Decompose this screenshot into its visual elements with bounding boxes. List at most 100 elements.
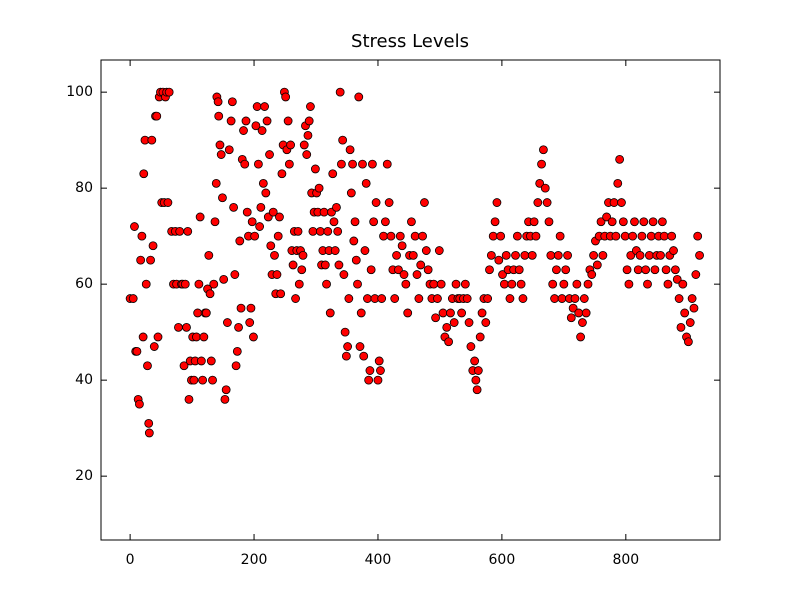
point: [676, 322, 686, 332]
point: [630, 217, 639, 227]
point: [247, 217, 257, 227]
point: [143, 361, 152, 371]
point: [323, 226, 333, 236]
point: [557, 294, 567, 303]
point: [674, 294, 684, 303]
point: [232, 346, 242, 356]
point: [182, 322, 191, 332]
point: [128, 294, 138, 303]
point: [446, 308, 455, 318]
point: [516, 279, 526, 289]
point: [384, 198, 394, 207]
y-tick-label: 40: [75, 372, 93, 388]
point: [286, 140, 296, 150]
point: [581, 308, 591, 318]
point: [546, 250, 556, 260]
point: [213, 97, 223, 107]
point: [568, 303, 578, 313]
point: [334, 260, 344, 270]
point: [477, 308, 487, 318]
point: [421, 246, 431, 255]
point: [276, 289, 286, 299]
point: [529, 217, 539, 227]
point: [224, 145, 234, 155]
point: [483, 294, 493, 303]
point: [164, 87, 174, 97]
point: [438, 308, 448, 318]
point: [231, 361, 241, 371]
point: [381, 217, 390, 227]
point: [635, 250, 645, 260]
point: [550, 294, 559, 303]
point: [410, 231, 420, 241]
point: [329, 217, 339, 227]
point: [277, 169, 287, 179]
point: [657, 217, 667, 227]
point: [379, 231, 388, 241]
point: [511, 250, 520, 260]
point: [451, 279, 461, 289]
point: [512, 231, 522, 241]
point: [353, 279, 362, 289]
point: [341, 351, 351, 361]
x-tick-label: 200: [241, 552, 268, 568]
point: [656, 250, 665, 260]
point: [208, 375, 217, 385]
y-tick-label: 60: [75, 276, 93, 292]
point: [210, 217, 220, 227]
point: [260, 102, 269, 111]
point: [257, 126, 267, 135]
point: [499, 279, 509, 289]
point: [195, 212, 205, 222]
point: [250, 231, 260, 241]
point: [374, 356, 384, 366]
point: [576, 332, 585, 342]
point: [348, 159, 357, 169]
point: [215, 140, 225, 150]
point: [650, 265, 660, 275]
point: [189, 375, 199, 385]
point: [373, 375, 383, 385]
point: [648, 217, 658, 227]
point: [146, 255, 155, 265]
point: [561, 265, 571, 275]
point: [628, 231, 638, 241]
point: [288, 260, 298, 270]
point: [249, 332, 258, 342]
point: [544, 217, 554, 227]
point: [152, 111, 162, 121]
point: [457, 308, 467, 318]
point: [490, 217, 500, 227]
point: [416, 260, 426, 270]
point: [270, 250, 279, 260]
point: [689, 303, 699, 313]
point: [431, 313, 440, 323]
point: [350, 217, 360, 227]
point: [462, 294, 472, 303]
point: [555, 231, 565, 241]
point: [570, 294, 580, 303]
point: [583, 279, 593, 289]
point: [149, 342, 159, 351]
point: [349, 236, 359, 246]
point: [397, 241, 407, 251]
point: [407, 217, 416, 227]
point: [680, 308, 690, 318]
point: [498, 270, 507, 279]
point: [507, 279, 517, 289]
point: [527, 250, 537, 260]
point: [354, 92, 364, 102]
point: [695, 250, 704, 260]
point: [273, 231, 283, 241]
y-tick-label: 80: [75, 180, 93, 196]
point: [246, 303, 256, 313]
point: [328, 169, 338, 179]
point: [574, 308, 584, 318]
point: [518, 294, 528, 303]
point: [138, 332, 148, 342]
point: [303, 130, 313, 140]
point: [266, 241, 276, 251]
point: [589, 250, 598, 260]
point: [265, 150, 274, 159]
point: [144, 428, 154, 438]
